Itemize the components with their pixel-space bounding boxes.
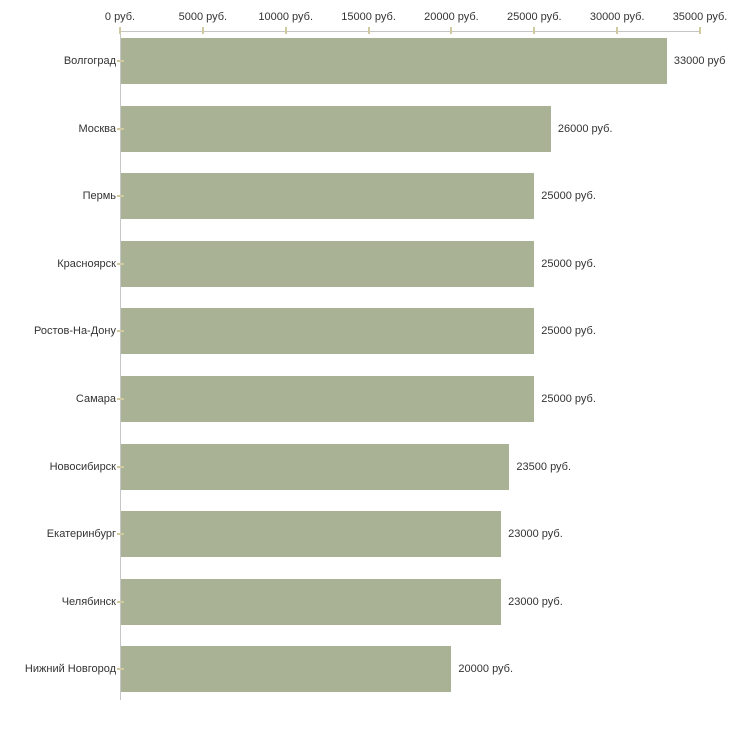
x-axis-tick: [616, 27, 619, 34]
y-axis-label: Нижний Новгород: [24, 663, 116, 676]
bar: [121, 443, 510, 490]
x-axis-label: 5000 руб.: [178, 11, 228, 23]
x-axis-tick: [284, 27, 287, 34]
x-axis-tick: [533, 27, 536, 34]
x-axis-label: 20000 руб.: [424, 11, 479, 23]
x-axis-label: 0 руб.: [104, 11, 136, 23]
x-axis-line: [120, 31, 700, 32]
x-axis-label: 10000 руб.: [258, 11, 314, 23]
bar: [121, 173, 535, 220]
bar: [121, 511, 502, 558]
bar: [121, 646, 452, 693]
bar: [121, 38, 667, 84]
y-axis-tick: [117, 195, 124, 198]
y-axis-tick: [117, 668, 124, 671]
bar: [121, 308, 535, 355]
y-axis-line: [120, 31, 121, 700]
y-axis-label: Пермь: [82, 190, 116, 203]
y-axis-label: Волгоград: [63, 55, 116, 67]
bar-value-label: 25000 руб.: [541, 393, 596, 405]
y-axis-tick: [117, 600, 124, 603]
y-axis-tick: [117, 465, 124, 468]
bar-value-label: 25000 руб.: [541, 325, 596, 338]
bar-value-label: 33000 руб: [673, 55, 726, 67]
bar: [121, 105, 551, 152]
x-axis-tick: [699, 27, 701, 34]
y-axis-label: Красноярск: [57, 257, 116, 270]
x-axis-tick: [119, 27, 121, 34]
bar-value-label: 25000 руб.: [541, 257, 596, 270]
bar-value-label: 23000 руб.: [508, 595, 563, 608]
x-axis-label: 30000 руб.: [589, 11, 645, 23]
y-axis-label: Москва: [78, 122, 116, 135]
bar: [121, 240, 535, 287]
x-axis-tick: [367, 27, 370, 34]
bar-value-label: 20000 руб.: [458, 663, 514, 676]
y-axis-label: Ростов-На-Дону: [33, 325, 116, 338]
bar: [121, 376, 535, 422]
bar-value-label: 25000 руб.: [541, 190, 596, 203]
y-axis-tick: [117, 330, 124, 333]
bar: [121, 578, 502, 625]
x-axis-label: 15000 руб.: [341, 11, 396, 23]
y-axis-label: Самара: [75, 393, 116, 405]
x-axis-label: 25000 руб.: [506, 11, 562, 23]
y-axis-tick: [117, 262, 124, 265]
bar-value-label: 23000 руб.: [508, 528, 563, 541]
x-axis-tick: [201, 27, 204, 34]
y-axis-tick: [117, 127, 124, 130]
y-axis-tick: [117, 60, 124, 62]
bar-value-label: 23500 руб.: [516, 460, 572, 473]
y-axis-tick: [117, 533, 124, 536]
x-axis-label: 35000 руб.: [672, 11, 728, 23]
y-axis-tick: [117, 398, 124, 400]
bar-value-label: 26000 руб.: [557, 122, 613, 135]
y-axis-label: Челябинск: [61, 595, 116, 608]
x-axis-tick: [450, 27, 453, 34]
y-axis-label: Новосибирск: [49, 460, 116, 473]
y-axis-label: Екатеринбург: [46, 528, 116, 541]
